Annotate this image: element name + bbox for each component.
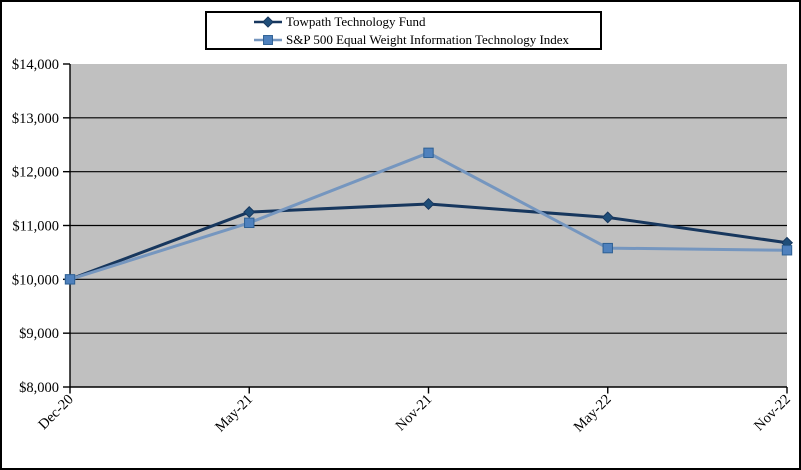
x-tick-label: May-21: [212, 392, 256, 436]
series-marker-square: [602, 242, 613, 254]
x-tick-label: May-22: [571, 392, 615, 436]
series-marker-square: [781, 245, 793, 256]
x-tick-label: Nov-22: [751, 392, 794, 435]
series-marker-square: [423, 147, 434, 159]
series-sp500-equal-weight-it-index: [64, 147, 793, 285]
series-marker-square: [64, 274, 76, 285]
x-tick-label: Dec-20: [35, 392, 76, 433]
series-marker-diamond: [601, 211, 614, 224]
legend-line-square-icon: [254, 34, 282, 45]
y-tick-label: $14,000: [12, 57, 59, 73]
series-marker-diamond: [243, 206, 256, 219]
legend-entry-towpath-technology-fund: Towpath Technology Fund: [253, 13, 600, 30]
series-marker-diamond: [262, 15, 274, 28]
y-tick-label: $10,000: [12, 272, 59, 288]
legend-label: Towpath Technology Fund: [286, 14, 426, 29]
y-tick-label: $11,000: [12, 219, 59, 235]
y-tick-label: $9,000: [19, 326, 59, 342]
legend-entry-sp500-equal-weight-it-index: S&P 500 Equal Weight Information Technol…: [253, 31, 600, 48]
y-tick-label: $13,000: [12, 111, 59, 127]
y-tick-label: $8,000: [19, 380, 59, 396]
legend-label: S&P 500 Equal Weight Information Technol…: [286, 32, 570, 47]
chart-legend: Towpath Technology Fund S&P 500 Equal We…: [205, 11, 602, 50]
x-tick-label: Nov-21: [393, 392, 436, 435]
series-marker-square: [244, 217, 255, 229]
y-tick-label: $12,000: [12, 165, 59, 181]
series-marker-square: [263, 34, 273, 45]
series-marker-diamond: [422, 197, 435, 210]
legend-line-diamond-icon: [254, 15, 282, 28]
